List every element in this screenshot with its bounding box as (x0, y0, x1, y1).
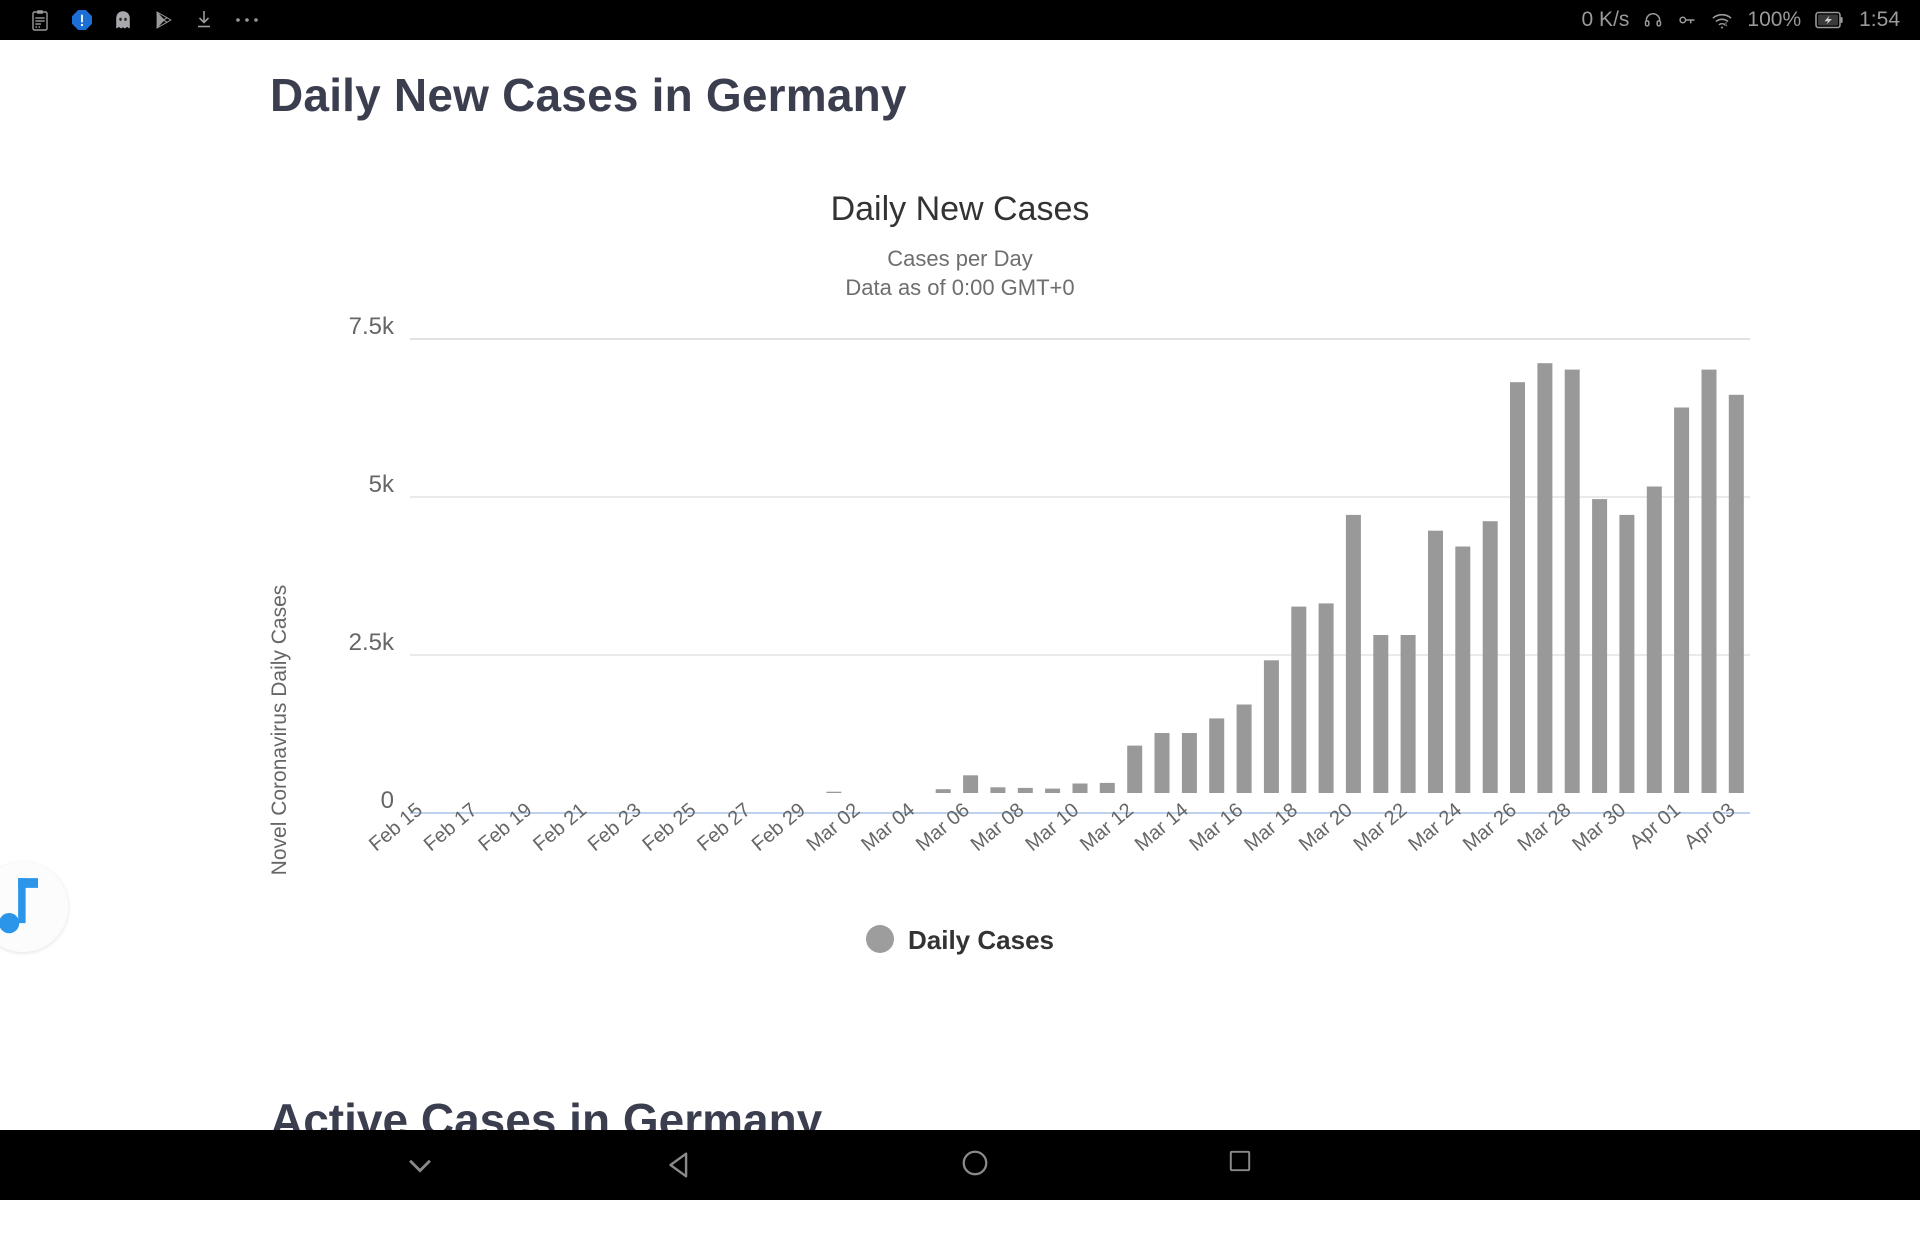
svg-text:Mar 04: Mar 04 (857, 799, 919, 856)
svg-text:Mar 08: Mar 08 (967, 799, 1029, 856)
svg-text:Mar 24: Mar 24 (1404, 799, 1466, 856)
svg-text:Mar 18: Mar 18 (1240, 799, 1302, 856)
svg-text:Mar 14: Mar 14 (1131, 799, 1193, 856)
svg-text:Feb 27: Feb 27 (693, 799, 755, 856)
svg-text:Feb 15: Feb 15 (365, 799, 427, 856)
svg-text:Mar 12: Mar 12 (1076, 799, 1138, 856)
svg-text:Feb 17: Feb 17 (420, 799, 482, 856)
svg-text:Mar 26: Mar 26 (1459, 799, 1521, 856)
svg-text:Feb 25: Feb 25 (638, 799, 700, 856)
svg-text:Mar 28: Mar 28 (1514, 799, 1576, 856)
svg-text:2.5k: 2.5k (349, 629, 395, 656)
svg-text:Feb 19: Feb 19 (474, 799, 536, 856)
svg-text:0: 0 (381, 787, 394, 814)
svg-text:7.5k: 7.5k (349, 313, 395, 340)
svg-text:4: 4 (1724, 21, 1728, 28)
svg-text:5k: 5k (369, 471, 395, 498)
svg-text:Feb 29: Feb 29 (748, 799, 810, 856)
svg-text:Mar 02: Mar 02 (803, 799, 865, 856)
svg-text:Mar 20: Mar 20 (1295, 799, 1357, 856)
svg-text:Mar 10: Mar 10 (1021, 799, 1083, 856)
svg-text:Mar 22: Mar 22 (1350, 799, 1412, 856)
svg-text:Mar 06: Mar 06 (912, 799, 974, 856)
svg-text:Apr 03: Apr 03 (1680, 799, 1739, 854)
svg-text:Feb 23: Feb 23 (584, 799, 646, 856)
svg-text:Mar 16: Mar 16 (1185, 799, 1247, 856)
svg-text:Mar 30: Mar 30 (1568, 799, 1630, 856)
svg-text:Feb 21: Feb 21 (529, 799, 591, 856)
svg-text:Apr 01: Apr 01 (1626, 799, 1685, 854)
